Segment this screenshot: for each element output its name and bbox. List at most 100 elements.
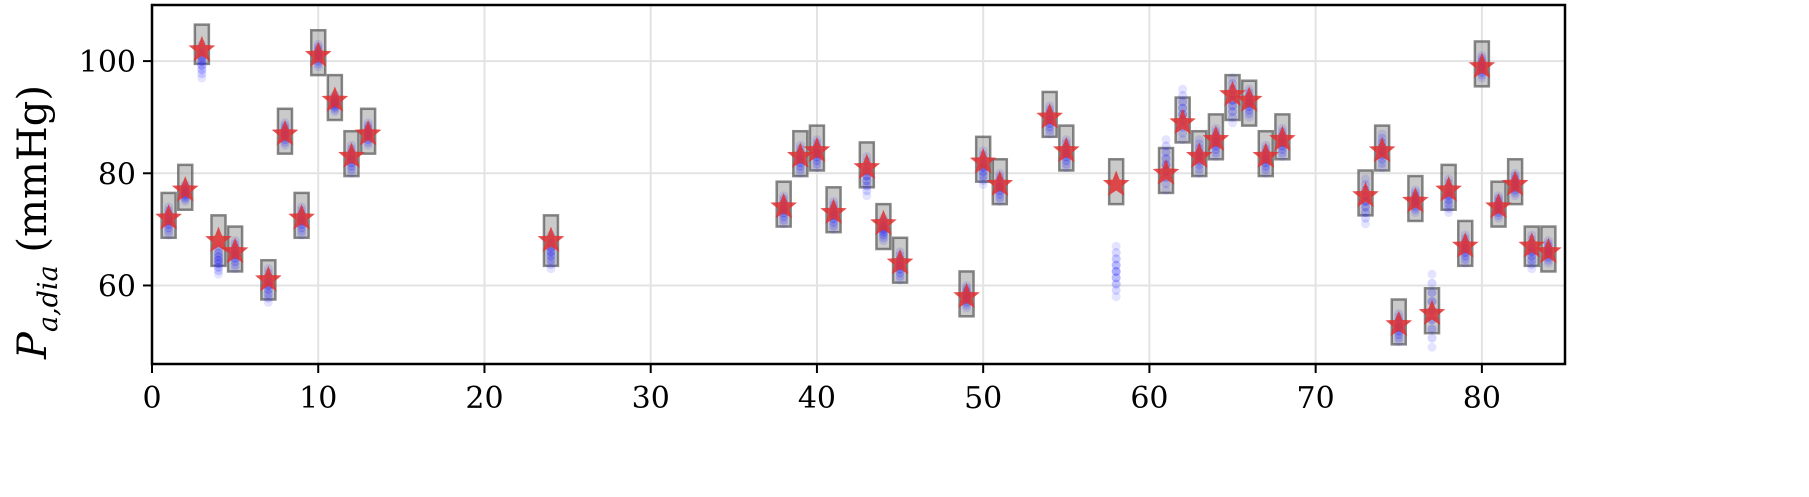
sample-point [1061,159,1071,169]
sample-point [862,176,872,186]
x-tick-label: 40 [798,381,836,416]
sample-point [164,223,174,233]
sample-point [1477,73,1487,83]
sample-point [1161,154,1171,164]
reference-star [1169,108,1196,135]
sample-point [230,257,240,267]
y-axis-label-unit: (mmHg) [10,85,56,253]
sample-point [862,186,872,196]
sample-point [829,224,839,234]
sample-point [1427,278,1437,288]
sample-point [1261,165,1271,175]
reference-star [1202,125,1230,151]
sample-point [1244,109,1254,119]
sample-point [1045,126,1055,136]
sample-point [197,65,207,75]
sample-point [779,212,789,222]
reference-star [803,136,831,163]
sample-point [829,217,839,227]
sample-point [978,180,988,189]
sample-point [1161,179,1171,189]
sample-point [1178,90,1188,100]
sample-point [1045,129,1055,139]
sample-point [862,181,872,191]
sample-point [1444,208,1454,218]
reference-star [354,120,382,146]
x-tick-label: 0 [142,381,161,416]
sample-point [1527,251,1537,261]
sample-point [779,219,789,229]
sample-point [1460,258,1470,268]
sample-point [346,161,356,171]
reference-star [155,204,182,230]
y-axis-label-symbol: P [10,331,56,360]
reference-star [1435,176,1462,202]
sample-point [263,293,273,303]
reference-star [870,209,897,236]
reference-star [1269,125,1296,151]
sample-point [280,140,290,150]
reference-star [969,148,997,174]
sample-point [546,247,556,257]
sample-point [1394,330,1404,340]
sample-point [895,271,905,281]
sample-point [1161,141,1171,151]
sample-point [1261,168,1271,178]
sample-point [1061,163,1071,173]
reference-star [288,204,315,230]
reference-star [1152,159,1180,185]
reference-star [537,226,565,252]
sample-point [1194,135,1204,145]
sample-point [1111,273,1121,283]
reference-star [321,86,349,112]
sample-point [812,159,822,169]
sample-point [995,196,1005,206]
sample-point [962,303,972,313]
sample-point [1460,255,1470,265]
sample-point [1211,144,1221,154]
sample-point [213,252,223,262]
sample-point [297,230,307,240]
sample-point [213,248,223,258]
sample-point [1178,128,1188,138]
sample-point [1444,199,1454,209]
x-tick-label: 60 [1130,381,1168,416]
reference-star [205,226,232,252]
sample-point [213,255,223,265]
sample-point [346,165,356,175]
sample-point [795,161,805,171]
sample-point [779,215,789,225]
sample-point [1244,105,1254,115]
sample-point [878,230,888,240]
sample-point [1377,158,1387,168]
y-tick-label: 80 [98,157,136,192]
sample-point [1444,195,1454,205]
sample-point [1228,107,1238,117]
reference-star [171,176,199,202]
sample-point [1244,112,1254,122]
sample-point [1228,118,1238,128]
sample-point [1228,73,1238,83]
reference-star [1451,232,1479,258]
sample-point [1377,129,1387,139]
x-tick-label: 70 [1297,381,1335,416]
sample-point [1111,248,1121,258]
sample-point [1161,135,1171,145]
reference-star [770,192,798,219]
sample-point [297,226,307,236]
sample-point [1277,151,1287,161]
sample-point [1228,112,1238,122]
sample-point [1228,101,1238,111]
sample-point [995,189,1005,199]
sample-point [1045,122,1055,132]
reference-star [1385,310,1413,337]
x-axis-ticks: 0 10 20 30 40 50 60 70 80 [142,364,1501,416]
sample-boxes [160,23,1557,346]
reference-star [304,41,332,67]
sample-point [313,62,323,72]
sample-point [878,236,888,246]
sample-point [1194,164,1204,174]
sample-point [164,230,174,240]
sample-point [546,259,556,269]
sample-point [263,285,273,295]
